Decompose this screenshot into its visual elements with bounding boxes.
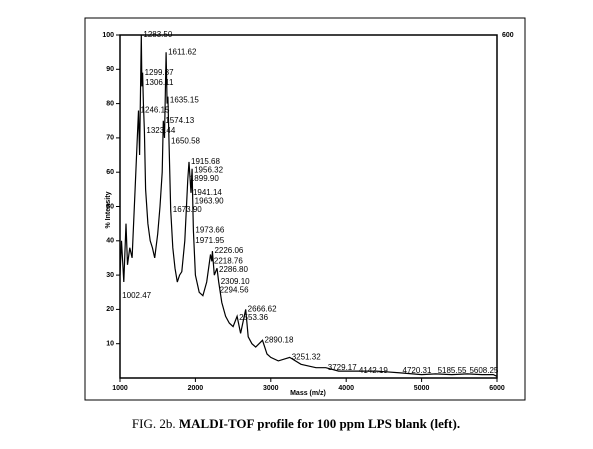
y-tick-label: 40: [106, 238, 114, 245]
y-tick-label: 80: [106, 100, 114, 107]
peak-label: 4720.31: [403, 366, 432, 375]
peak-label: 1246.15: [141, 106, 170, 115]
spectrum-line: [119, 34, 498, 377]
peak-label: 1915.68: [191, 157, 220, 166]
x-tick-label: 2000: [188, 385, 204, 392]
peak-label: 1306.11: [145, 78, 174, 87]
x-tick-label: 3000: [263, 385, 279, 392]
corner-label: 600: [502, 32, 514, 39]
peak-label: 1635.15: [170, 95, 199, 104]
y-tick-label: 90: [106, 66, 114, 73]
y-tick-label: 60: [106, 169, 114, 176]
y-tick-label: 10: [106, 341, 114, 348]
y-tick-label: 30: [106, 272, 114, 279]
caption-label: FIG. 2b.: [132, 416, 176, 431]
peak-label: 1973.66: [195, 226, 224, 235]
peak-label: 1002.47: [122, 291, 151, 300]
peak-label: 2666.62: [248, 305, 277, 314]
peak-label: 1956.32: [194, 166, 223, 175]
y-axis-label: % Intensity: [105, 191, 112, 228]
peak-label: 5185.55: [438, 366, 467, 375]
peak-label: 1899.90: [190, 174, 219, 183]
x-tick-label: 1000: [112, 385, 128, 392]
peak-label: 1283.50: [143, 30, 172, 39]
x-tick-label: 4000: [338, 385, 354, 392]
peak-label: 4142.19: [359, 366, 388, 375]
peak-label: 2218.76: [214, 256, 243, 265]
peak-label: 2286.80: [219, 265, 248, 274]
peak-label: 5608.25: [469, 366, 498, 375]
peak-label: 3251.32: [292, 353, 321, 362]
peak-label: 2890.18: [265, 335, 294, 344]
peak-label: 2309.10: [221, 277, 250, 286]
peak-label: 1574.13: [165, 116, 194, 125]
peak-label: 1673.90: [173, 205, 202, 214]
peak-label: 2226.06: [214, 246, 243, 255]
figure-frame: [84, 17, 526, 401]
y-tick-label: 20: [106, 306, 114, 313]
x-tick-label: 5000: [414, 385, 430, 392]
peak-label: 1299.87: [145, 68, 174, 77]
x-tick-label: 6000: [489, 385, 505, 392]
peak-label: 2553.36: [239, 313, 268, 322]
x-axis-label: Mass (m/z): [290, 390, 326, 397]
peak-label: 2294.56: [220, 286, 249, 295]
y-tick-label: 100: [102, 32, 114, 39]
caption-text: MALDI-TOF profile for 100 ppm LPS blank …: [179, 416, 460, 431]
peak-label: 1963.90: [195, 196, 224, 205]
peak-label: 1323.44: [146, 126, 175, 135]
y-tick-label: 70: [106, 135, 114, 142]
peak-label: 1650.58: [171, 136, 200, 145]
peak-label: 1971.95: [195, 236, 224, 245]
peak-label: 1941.14: [193, 188, 222, 197]
peak-label: 3729.17: [328, 363, 357, 372]
peak-label: 1611.62: [168, 47, 197, 56]
y-tick-label: 50: [106, 203, 114, 210]
caption: FIG. 2b. MALDI-TOF profile for 100 ppm L…: [132, 416, 460, 431]
